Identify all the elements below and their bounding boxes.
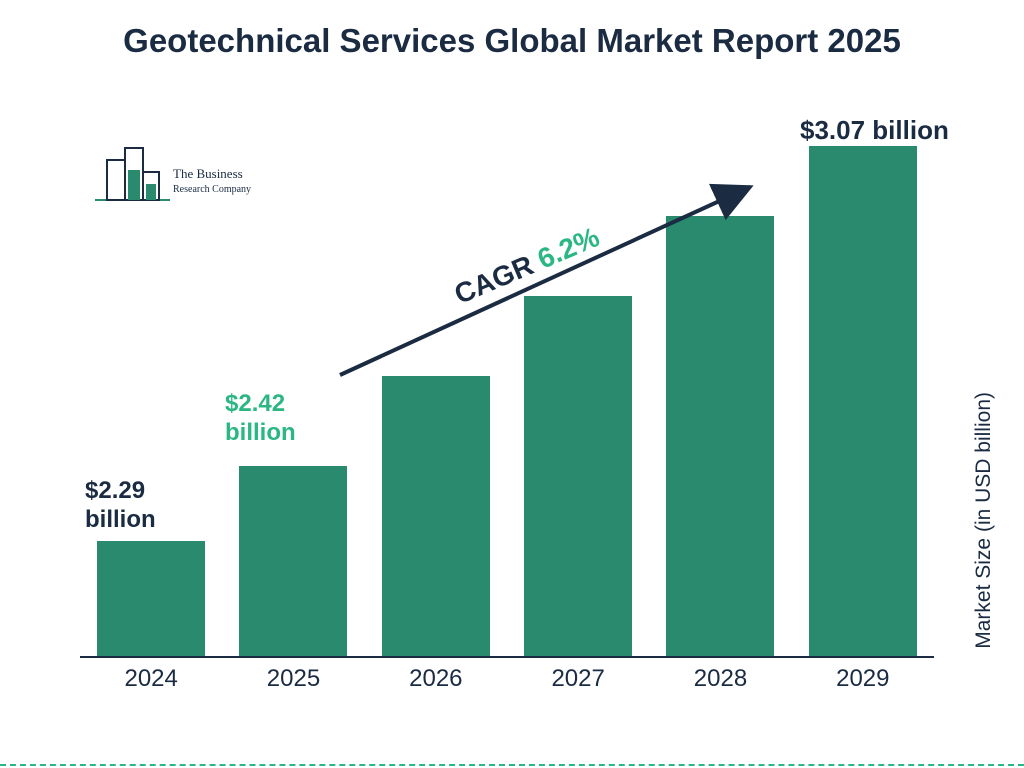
bar-2024 xyxy=(97,541,205,656)
y-axis-label: Market Size (in USD billion) xyxy=(972,392,996,649)
xlabel-4: 2028 xyxy=(649,665,791,693)
bar-2026 xyxy=(382,376,490,656)
chart-title: Geotechnical Services Global Market Repo… xyxy=(0,20,1024,61)
xlabel-2: 2026 xyxy=(365,665,507,693)
trend-arrow-icon xyxy=(330,175,770,385)
cagr-annotation: CAGR 6.2% xyxy=(330,175,770,385)
xlabel-1: 2025 xyxy=(222,665,364,693)
bar-2029 xyxy=(809,146,917,656)
xlabel-0: 2024 xyxy=(80,665,222,693)
callout-2029: $3.07 billion xyxy=(800,115,949,146)
xlabel-5: 2029 xyxy=(792,665,934,693)
callout-2024: $2.29 billion xyxy=(85,477,195,535)
bar-2025 xyxy=(239,466,347,656)
xlabel-3: 2027 xyxy=(507,665,649,693)
bottom-divider xyxy=(0,764,1024,766)
callout-2025: $2.42 billion xyxy=(225,390,335,448)
x-axis-labels: 2024 2025 2026 2027 2028 2029 xyxy=(80,665,934,693)
